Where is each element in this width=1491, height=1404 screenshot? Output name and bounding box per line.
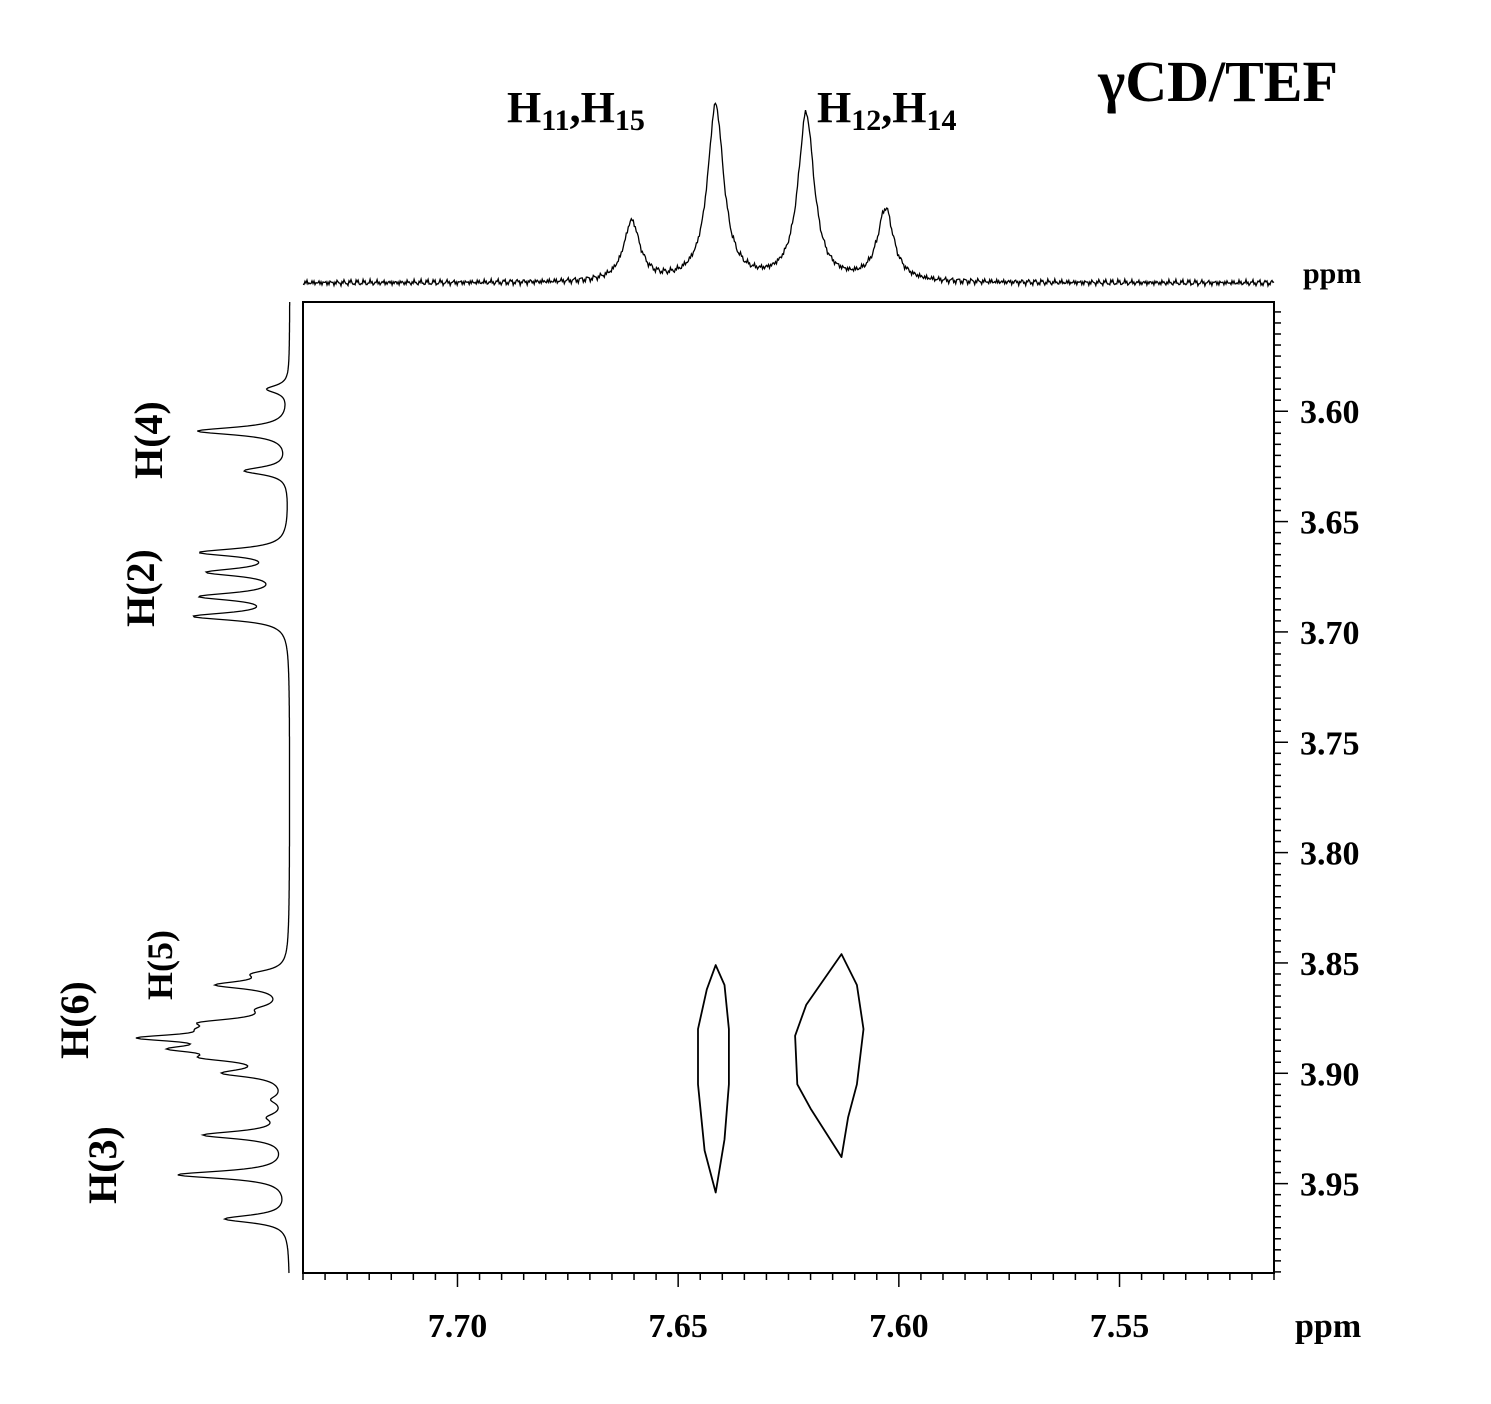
left-projection-trace (135, 302, 291, 1274)
x-tick-label: 7.55 (1090, 1308, 1150, 1345)
y-tick-label: 3.65 (1300, 505, 1360, 542)
contour-2 (794, 953, 865, 1158)
chart-title: γCD/TEF (1097, 49, 1338, 114)
top-peak-label-h12-h14: H12,H14 (817, 83, 956, 137)
y-tick-label: 3.70 (1300, 615, 1360, 652)
y-tick-label: 3.90 (1300, 1056, 1360, 1093)
left-peak-label-h5: H(5) (140, 930, 180, 1000)
x-tick-label: 7.70 (428, 1308, 488, 1345)
x-tick-label: 7.65 (648, 1308, 708, 1345)
x-tick-label: 7.60 (869, 1308, 929, 1345)
x-axis-ticks: 7.70 7.65 7.60 7.55 (302, 1273, 1275, 1345)
left-peak-label-h4: H(4) (126, 401, 171, 479)
top-axis-unit-label: ppm (1303, 257, 1361, 290)
top-projection-trace (302, 102, 1275, 289)
contour-1 (697, 964, 730, 1194)
x-axis-label: ppm (1295, 1308, 1361, 1345)
left-peak-label-h3: H(3) (80, 1126, 125, 1204)
contour-plot (697, 953, 865, 1194)
left-peak-label-h2: H(2) (118, 549, 163, 627)
y-tick-label: 3.75 (1300, 725, 1360, 762)
left-peak-label-h6: H(6) (52, 981, 97, 1059)
y-tick-label: 3.85 (1300, 946, 1360, 983)
top-peak-label-h11-h15: H11,H15 (507, 83, 645, 137)
plot-frame (302, 301, 1275, 1274)
y-tick-label: 3.80 (1300, 836, 1360, 873)
y-tick-label: 3.95 (1300, 1167, 1360, 1204)
y-axis-ticks: 3.60 3.65 3.70 3.75 3.80 3.85 3.90 3.95 (1274, 311, 1360, 1273)
y-tick-label: 3.60 (1300, 394, 1360, 431)
